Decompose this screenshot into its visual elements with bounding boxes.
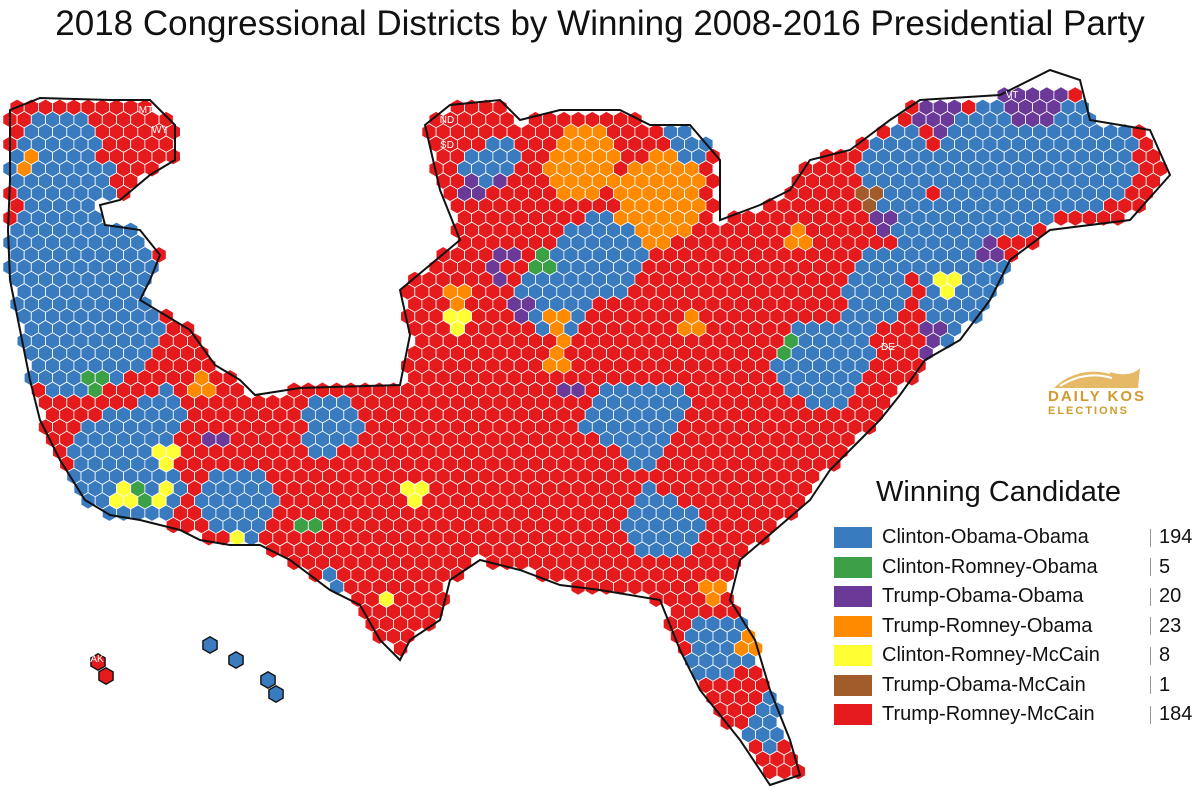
district-hexes [2, 68, 1172, 787]
legend-label: Trump-Obama-McCain [882, 673, 1086, 696]
daily-kos-logo: DAILY KOS ELECTIONS [1040, 358, 1150, 424]
district-hex [229, 529, 245, 547]
flag-eagle-icon [1054, 368, 1140, 388]
district-hex [968, 307, 984, 326]
district-hex [268, 684, 284, 704]
legend-row: Clinton-Romney-McCain 8 [834, 641, 1194, 671]
district-hex [201, 529, 217, 547]
district-hex [165, 147, 181, 166]
district-hex [783, 504, 799, 522]
state-label: AK [90, 654, 104, 665]
legend-swatch [834, 615, 872, 637]
legend-swatch [834, 586, 872, 608]
district-hex [1067, 209, 1083, 227]
district-hex [144, 160, 160, 178]
district-hex [1131, 197, 1147, 215]
legend-row: Trump-Obama-Obama 20 [834, 582, 1194, 612]
district-hex [265, 541, 281, 559]
district-hex [101, 504, 117, 522]
legend-count: 184 [1159, 703, 1193, 726]
state-label: VT [1006, 90, 1019, 101]
district-hex [584, 578, 600, 596]
district-hex [755, 529, 771, 547]
legend-label: Clinton-Romney-McCain [882, 644, 1100, 667]
district-hex [144, 504, 160, 522]
legend-swatch [834, 556, 872, 578]
legend-row: Trump-Romney-Obama 23 [834, 612, 1194, 642]
district-hex [98, 666, 114, 686]
legend-row: Trump-Obama-McCain 1 [834, 671, 1194, 701]
legend-divider [1150, 558, 1151, 577]
district-hex [101, 184, 117, 203]
legend-count: 1 [1159, 673, 1171, 696]
district-hex [776, 762, 792, 781]
legend-count: 20 [1159, 585, 1182, 608]
legend-divider [1150, 528, 1151, 547]
district-hex [1053, 209, 1069, 227]
logo-text-line2: ELECTIONS [1048, 405, 1129, 417]
district-hex [627, 578, 643, 596]
legend-divider [1150, 617, 1151, 636]
legend-swatch [834, 704, 872, 726]
state-label: WY [152, 125, 168, 136]
logo-text-line1: DAILY KOS [1048, 388, 1147, 405]
district-hex [228, 650, 244, 670]
legend-count: 8 [1159, 644, 1171, 667]
legend-swatch [834, 674, 872, 696]
legend-row: Clinton-Romney-Obama 5 [834, 553, 1194, 583]
legend-label: Clinton-Romney-Obama [882, 555, 1098, 578]
district-hex [116, 184, 132, 203]
district-hex [421, 615, 437, 633]
legend-divider [1150, 676, 1151, 695]
district-hex [1110, 209, 1126, 227]
legend-swatch [834, 527, 872, 549]
state-label: SD [440, 140, 454, 151]
legend-divider [1150, 587, 1151, 606]
legend-row: Trump-Romney-McCain 184 [834, 700, 1194, 730]
legend-count: 23 [1159, 614, 1182, 637]
district-hex [202, 635, 218, 655]
map-labels: MT WY ND SD VT DE AK [90, 90, 1018, 665]
country-outline [6, 68, 1172, 787]
district-hex [826, 455, 842, 473]
legend: Winning Candidate Clinton-Obama-Obama 19… [834, 476, 1194, 730]
legend-row: Clinton-Obama-Obama 194 [834, 523, 1194, 553]
legend-count: 194 [1159, 526, 1193, 549]
legend-label: Clinton-Obama-Obama [882, 526, 1089, 549]
map-title: 2018 Congressional Districts by Winning … [55, 4, 1145, 43]
legend-title: Winning Candidate [876, 476, 1122, 508]
district-hex [549, 566, 565, 584]
district-hex [90, 652, 106, 672]
legend-divider [1150, 646, 1151, 665]
district-hex [260, 670, 276, 690]
district-hex [165, 516, 181, 535]
state-label: MT [139, 105, 153, 116]
state-label: DE [881, 342, 895, 353]
legend-divider [1150, 705, 1151, 724]
state-label: ND [440, 115, 454, 126]
legend-label: Trump-Obama-Obama [882, 585, 1084, 608]
district-hex [243, 529, 259, 547]
district-hex [861, 418, 877, 436]
legend-label: Trump-Romney-McCain [882, 703, 1095, 726]
legend-swatch [834, 645, 872, 667]
legend-label: Trump-Romney-Obama [882, 614, 1093, 637]
legend-count: 5 [1159, 555, 1171, 578]
